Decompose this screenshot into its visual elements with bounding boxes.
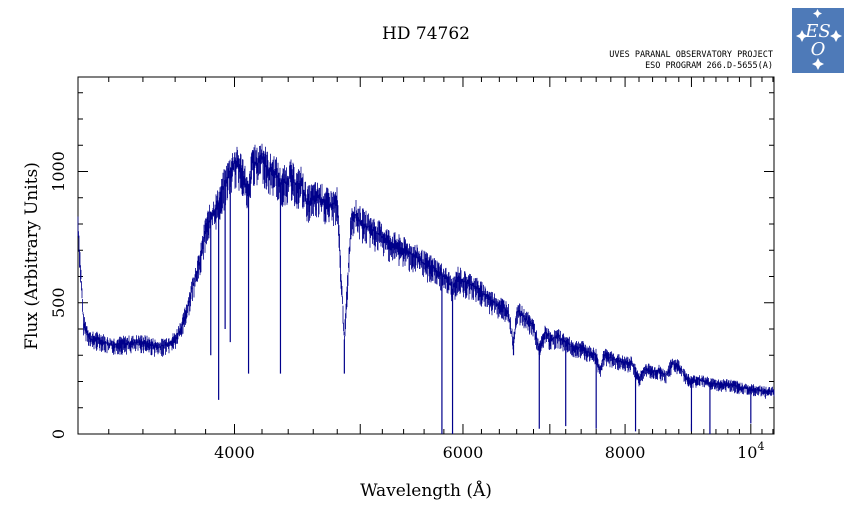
x-tick-label: 4000 <box>214 443 255 462</box>
spectrum-series <box>77 143 775 434</box>
star-icon <box>813 9 822 18</box>
star-icon <box>830 30 842 42</box>
y-tick-label: 0 <box>49 429 68 439</box>
axis-ticks <box>78 77 774 435</box>
x-tick-label: 8000 <box>605 443 646 462</box>
y-tick-labels: 0 500 1000 <box>49 151 68 439</box>
plot-frame <box>77 76 775 435</box>
y-tick-label: 1000 <box>49 151 68 192</box>
star-icon <box>812 58 824 70</box>
chart-title: HD 74762 <box>382 24 470 44</box>
x-tick-label: 6000 <box>443 443 484 462</box>
eso-logo-text-o: O <box>811 39 826 60</box>
eso-logo: ES O <box>792 8 844 73</box>
spectrum-line <box>77 143 775 399</box>
y-tick-label: 500 <box>49 287 68 318</box>
star-icon <box>796 30 808 42</box>
x-tick-label: 104 <box>737 440 764 462</box>
credit-line-project: UVES PARANAL OBSERVATORY PROJECT <box>609 50 773 60</box>
eso-logo-text-es: ES <box>804 21 830 42</box>
credit-line-program: ESO PROGRAM 266.D-5655(A) <box>645 61 773 71</box>
y-axis-label: Flux (Arbitrary Units) <box>22 162 42 350</box>
x-tick-labels: 4000 6000 8000 104 <box>214 440 764 462</box>
x-axis-label: Wavelength (Å) <box>360 480 492 501</box>
